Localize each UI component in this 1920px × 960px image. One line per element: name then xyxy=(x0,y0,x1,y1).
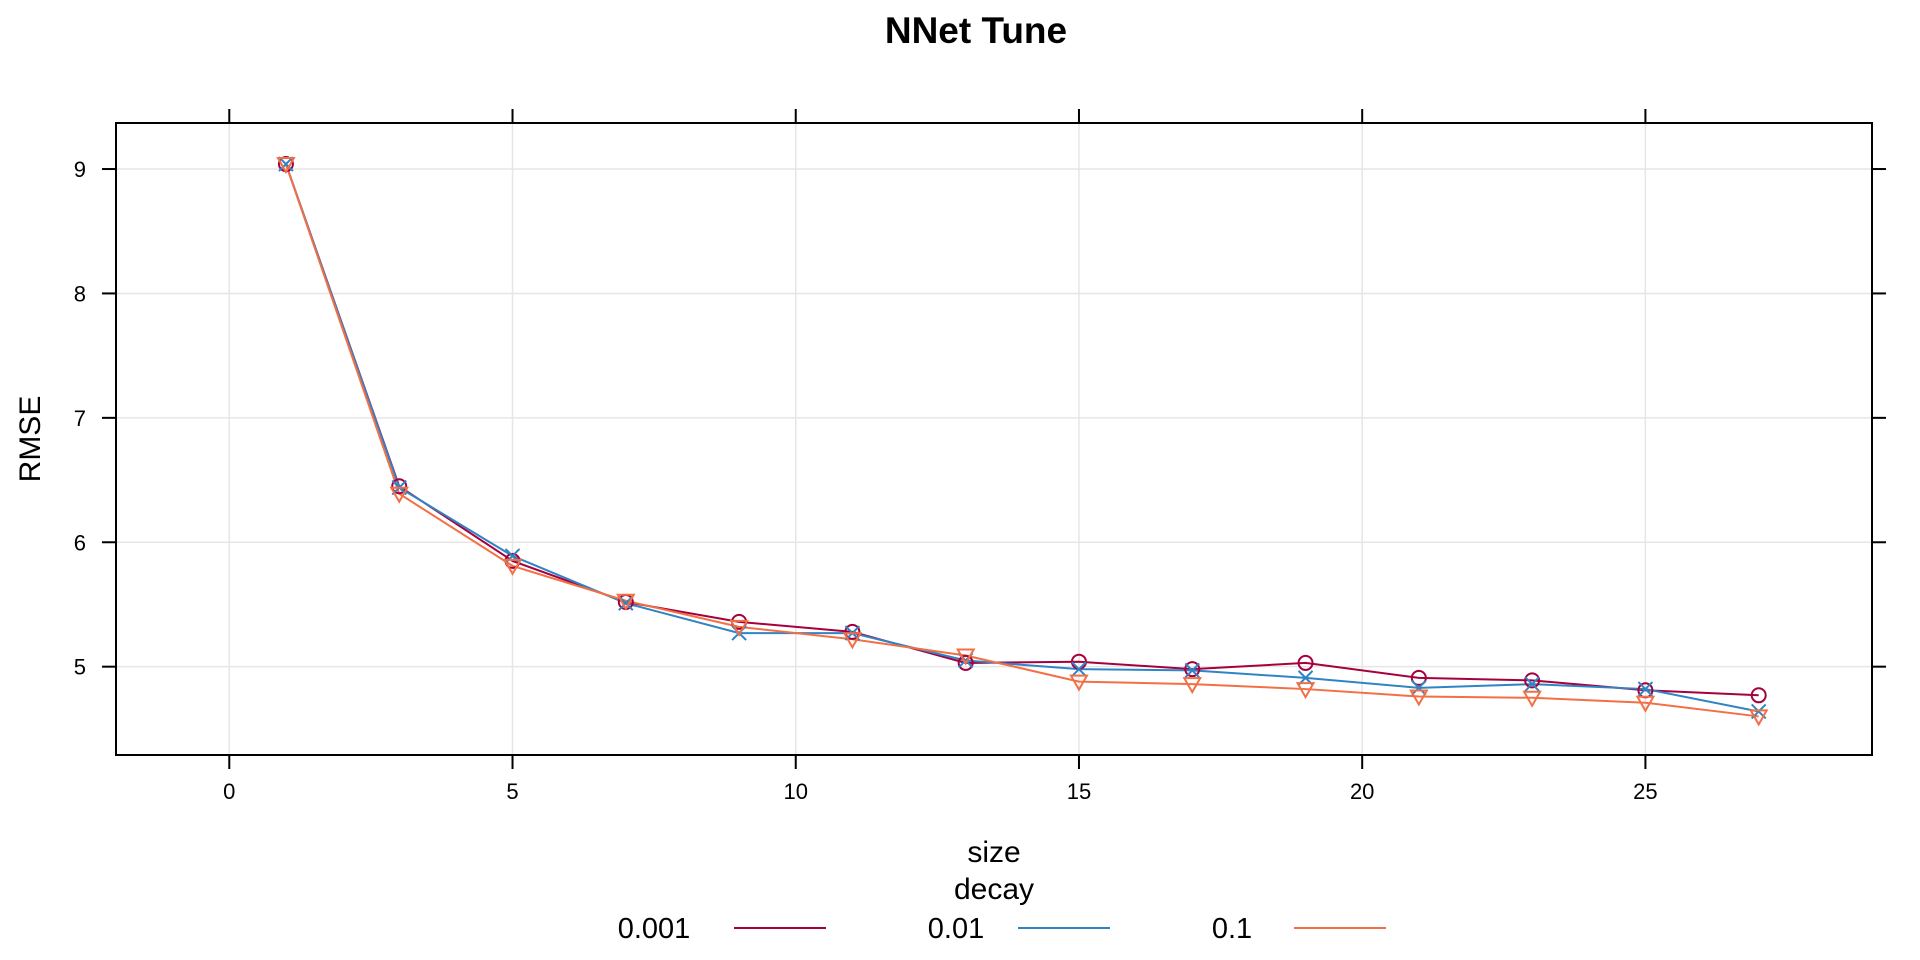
x-marker xyxy=(1411,680,1427,696)
triangle-marker xyxy=(1635,695,1656,713)
x-marker-stroke xyxy=(1071,661,1087,677)
triangle-marker xyxy=(1295,682,1316,700)
circle-marker xyxy=(1184,661,1201,678)
x-tick-label: 0 xyxy=(223,779,235,804)
y-tick-label: 8 xyxy=(74,281,86,306)
circle-marker xyxy=(1750,687,1767,704)
circle-marker xyxy=(1297,654,1314,671)
triangle-marker xyxy=(1522,690,1542,708)
legend-label: 0.1 xyxy=(1212,913,1252,945)
series-line-0.001 xyxy=(284,163,1759,697)
axis-tick-labels: 0 5 10 15 20 25 5 6 7 8 9 xyxy=(74,157,1658,804)
circle-marker xyxy=(1524,672,1541,689)
y-tick-label: 9 xyxy=(74,157,86,182)
legend: 0.001 0.01 0.1 xyxy=(618,913,1386,945)
triangle-marker xyxy=(616,593,636,611)
legend-title: decay xyxy=(954,873,1034,906)
axis-ticks xyxy=(102,109,1886,769)
x-marker-stroke xyxy=(278,156,294,172)
x-marker xyxy=(1524,676,1540,692)
x-marker xyxy=(278,156,294,172)
x-tick-label: 25 xyxy=(1633,779,1657,804)
series-markers xyxy=(276,156,1769,727)
grid-lines xyxy=(116,123,1872,755)
triangle-marker xyxy=(842,632,863,650)
y-tick-label: 5 xyxy=(74,655,86,680)
triangle-marker xyxy=(502,558,523,576)
circle-marker xyxy=(1410,669,1427,686)
triangle-marker xyxy=(729,619,749,637)
triangle-marker xyxy=(1182,677,1202,695)
legend-item: 0.01 xyxy=(928,913,1110,945)
triangle-marker xyxy=(1748,709,1769,727)
circle-marker xyxy=(844,623,861,640)
series-line-0.01 xyxy=(284,163,1759,713)
triangle-marker xyxy=(389,486,409,504)
x-marker xyxy=(1637,681,1654,697)
plot-frame xyxy=(115,122,1873,756)
x-tick-label: 5 xyxy=(506,779,518,804)
x-tick-label: 10 xyxy=(783,779,807,804)
y-tick-label: 7 xyxy=(74,406,86,431)
legend-item: 0.001 xyxy=(618,913,826,945)
legend-label: 0.01 xyxy=(928,913,984,945)
x-marker xyxy=(1071,661,1087,677)
y-axis-label: RMSE xyxy=(14,396,47,483)
legend-item: 0.1 xyxy=(1212,913,1386,945)
x-tick-label: 15 xyxy=(1067,779,1091,804)
x-marker-stroke xyxy=(1411,680,1427,696)
chart-title: NNet Tune xyxy=(885,10,1067,51)
legend-label: 0.001 xyxy=(618,913,691,945)
x-marker xyxy=(1184,662,1200,679)
triangle-marker xyxy=(276,157,296,175)
x-axis-label: size xyxy=(967,836,1020,869)
series-lines xyxy=(284,163,1759,718)
triangle-marker xyxy=(1069,674,1089,692)
circle-marker xyxy=(391,478,408,495)
circle-marker xyxy=(957,654,974,671)
x-marker-stroke xyxy=(1637,681,1654,697)
triangle-marker xyxy=(955,648,976,666)
series-line-0.1 xyxy=(284,163,1759,718)
x-tick-label: 20 xyxy=(1350,779,1374,804)
x-marker-stroke xyxy=(1184,662,1200,679)
triangle-marker xyxy=(1409,689,1429,707)
y-tick-label: 6 xyxy=(74,530,86,555)
x-marker-stroke xyxy=(1524,676,1540,692)
